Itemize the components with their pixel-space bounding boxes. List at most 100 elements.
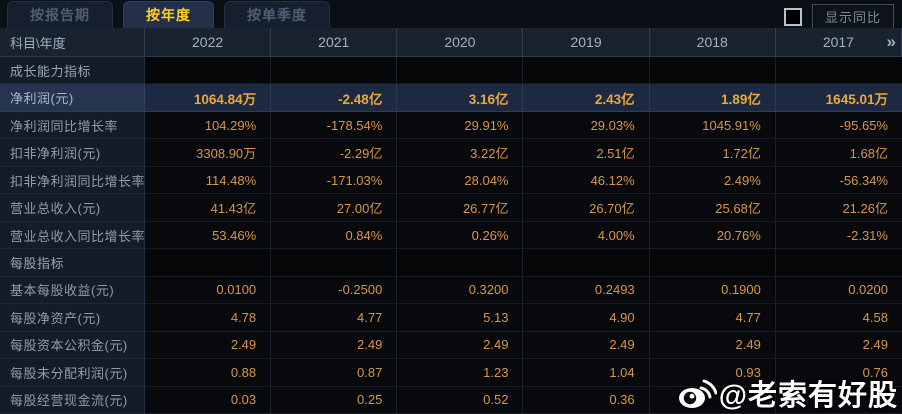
- value-cell: [271, 249, 398, 277]
- row-label: 净利润(元): [0, 84, 145, 112]
- row-label: 营业总收入(元): [0, 194, 145, 222]
- value-cell: 2.51亿: [523, 139, 650, 167]
- value-cell: 2.49: [397, 331, 524, 360]
- value-cell: -2.48亿: [271, 84, 398, 112]
- section-header-row[interactable]: 成长能力指标: [0, 57, 902, 85]
- tab-by-report-period[interactable]: 按报告期: [7, 1, 113, 28]
- table-row[interactable]: 净利润同比增长率 104.29% -178.54% 29.91% 29.03% 1045.…: [0, 111, 902, 140]
- value-cell: -2.31%: [775, 221, 902, 250]
- value-cell: 114.48%: [145, 166, 272, 195]
- value-cell: 0.87: [271, 359, 398, 387]
- row-label: 每股未分配利润(元): [0, 359, 145, 387]
- value-cell: [523, 57, 650, 85]
- show-yoy-checkbox[interactable]: [783, 8, 802, 26]
- value-cell: 2.49: [649, 331, 776, 360]
- value-cell: 1.04: [523, 359, 650, 387]
- table-row[interactable]: 扣非净利润同比增长率 114.48% -171.03% 28.04% 46.12% 2.4…: [0, 166, 902, 195]
- value-cell: 5.13: [397, 304, 524, 332]
- value-cell: 0.93: [649, 359, 776, 387]
- value-cell: [775, 386, 902, 414]
- year-header-cell: 2021: [271, 28, 398, 57]
- value-cell: [775, 249, 902, 277]
- value-cell: [775, 57, 902, 85]
- value-cell: [145, 249, 272, 277]
- value-cell: [145, 57, 272, 85]
- value-cell: 1.89亿: [649, 84, 776, 112]
- table-row[interactable]: 基本每股收益(元) 0.0100 -0.2500 0.3200 0.2493 0.1900…: [0, 276, 902, 305]
- table-header-row: 科目\年度 2022 2021 2020 2019 2018 2017»: [0, 28, 902, 57]
- value-cell: -56.34%: [775, 166, 902, 195]
- row-label: 扣非净利润同比增长率: [0, 166, 145, 195]
- value-cell: 4.00%: [523, 221, 650, 250]
- show-yoy-toggle[interactable]: 显示同比: [811, 4, 894, 30]
- more-years-icon[interactable]: »: [886, 32, 896, 51]
- value-cell: 0.25: [271, 386, 398, 414]
- table-row[interactable]: 营业总收入同比增长率 53.46% 0.84% 0.26% 4.00% 20.76% -2.…: [0, 221, 902, 250]
- value-cell: -171.03%: [271, 166, 398, 195]
- tab-by-quarter[interactable]: 按单季度: [224, 1, 330, 28]
- row-label: 每股净资产(元): [0, 304, 145, 332]
- yoy-controls: 显示同比: [783, 4, 894, 30]
- metrics-table: 科目\年度 2022 2021 2020 2019 2018 2017» 成长能力指标 净利…: [0, 28, 902, 414]
- tab-by-year[interactable]: 按年度: [123, 1, 214, 28]
- value-cell: 27.00亿: [271, 194, 398, 222]
- table-row[interactable]: 每股未分配利润(元) 0.88 0.87 1.23 1.04 0.93 0.76: [0, 359, 902, 387]
- value-cell: 21.26亿: [775, 194, 902, 222]
- value-cell: 20.76%: [649, 221, 776, 250]
- value-cell: 0.0100: [145, 276, 272, 305]
- year-header-cell: 2020: [397, 28, 524, 57]
- value-cell: 0.3200: [397, 276, 524, 305]
- value-cell: 2.49: [775, 331, 902, 360]
- value-cell: -95.65%: [775, 111, 902, 140]
- table-row[interactable]: 营业总收入(元) 41.43亿 27.00亿 26.77亿 26.70亿 25.68亿 21…: [0, 194, 902, 222]
- value-cell: 0.36: [523, 386, 650, 414]
- value-cell: 4.90: [523, 304, 650, 332]
- year-header-cell: 2017: [775, 28, 902, 57]
- value-cell: 4.78: [145, 304, 272, 332]
- table-row[interactable]: 每股经营现金流(元) 0.03 0.25 0.52 0.36: [0, 386, 902, 414]
- value-cell: [649, 57, 776, 85]
- value-cell: 26.77亿: [397, 194, 524, 222]
- value-cell: 0.52: [397, 386, 524, 414]
- value-cell: 26.70亿: [523, 194, 650, 222]
- value-cell: 1.23: [397, 359, 524, 387]
- table-row[interactable]: 净利润(元) 1064.84万 -2.48亿 3.16亿 2.43亿 1.89亿 1645.…: [0, 84, 902, 112]
- value-cell: [397, 57, 524, 85]
- value-cell: 0.0200: [775, 276, 902, 305]
- row-label: 每股资本公积金(元): [0, 331, 145, 360]
- value-cell: 3.22亿: [397, 139, 524, 167]
- value-cell: 2.49: [271, 331, 398, 360]
- value-cell: -0.2500: [271, 276, 398, 305]
- table-row[interactable]: 扣非净利润(元) 3308.90万 -2.29亿 3.22亿 2.51亿 1.72亿 1.6…: [0, 139, 902, 167]
- value-cell: 4.58: [775, 304, 902, 332]
- row-label: 每股指标: [0, 249, 145, 277]
- year-header-cell: 2018: [649, 28, 776, 57]
- row-label: 扣非净利润(元): [0, 139, 145, 167]
- row-label: 基本每股收益(元): [0, 276, 145, 305]
- value-cell: -178.54%: [271, 111, 398, 140]
- year-header-cell: 2019: [523, 28, 650, 57]
- value-cell: 1.68亿: [775, 139, 902, 167]
- period-tabs: 按报告期 按年度 按单季度: [0, 0, 330, 28]
- section-header-row[interactable]: 每股指标: [0, 249, 902, 277]
- row-label: 每股经营现金流(元): [0, 386, 145, 414]
- value-cell: [271, 57, 398, 85]
- period-tabbar: 按报告期 按年度 按单季度 显示同比: [0, 0, 902, 30]
- value-cell: 41.43亿: [145, 194, 272, 222]
- value-cell: [397, 249, 524, 277]
- value-cell: 1.72亿: [649, 139, 776, 167]
- table-row[interactable]: 每股净资产(元) 4.78 4.77 5.13 4.90 4.77 4.58: [0, 304, 902, 332]
- value-cell: 29.91%: [397, 111, 524, 140]
- value-cell: 104.29%: [145, 111, 272, 140]
- value-cell: 3.16亿: [397, 84, 524, 112]
- value-cell: 53.46%: [145, 221, 272, 250]
- value-cell: -2.29亿: [271, 139, 398, 167]
- value-cell: 2.43亿: [523, 84, 650, 112]
- value-cell: 0.88: [145, 359, 272, 387]
- value-cell: 4.77: [271, 304, 398, 332]
- table-row[interactable]: 每股资本公积金(元) 2.49 2.49 2.49 2.49 2.49 2.49: [0, 331, 902, 360]
- row-label: 净利润同比增长率: [0, 111, 145, 140]
- row-label: 成长能力指标: [0, 57, 145, 85]
- value-cell: 0.76: [775, 359, 902, 387]
